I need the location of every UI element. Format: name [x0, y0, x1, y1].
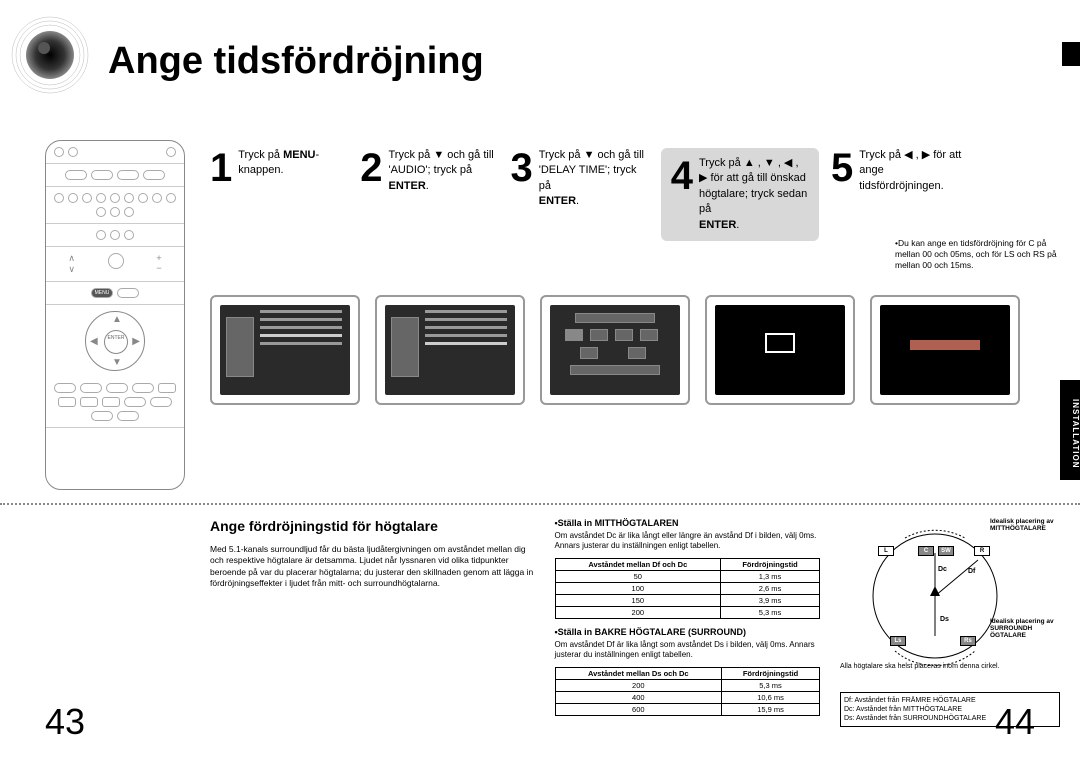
subsection-title: Ange fördröjningstid för högtalare	[210, 518, 535, 534]
step-5: 5 Tryck på ◀ , ▶ för att ange tidsfördrö…	[831, 148, 969, 241]
step-1: 1 Tryck på MENU-knappen.	[210, 148, 348, 241]
rear-speaker-heading: •Ställa in BAKRE HÖGTALARE (SURROUND)	[555, 627, 821, 637]
step-3: 3 Tryck på ▼ och gå till 'DELAY TIME'; t…	[511, 148, 649, 241]
table-header: Avståndet mellan Df och Dc	[555, 558, 721, 570]
step-text: Tryck på ▼ och gå till 'DELAY TIME'; try…	[539, 148, 649, 210]
step-2: 2 Tryck på ▼ och gå till 'AUDIO'; tryck …	[360, 148, 498, 241]
table-cell: 600	[555, 703, 722, 715]
speaker-swirl-icon	[0, 10, 100, 100]
table-cell: 10,6 ms	[722, 691, 820, 703]
table-cell: 400	[555, 691, 722, 703]
table-cell: 2,6 ms	[721, 582, 820, 594]
bottom-section: Ange fördröjningstid för högtalare Med 5…	[210, 518, 1060, 727]
speaker-L: L	[878, 546, 894, 556]
table-cell: 5,3 ms	[721, 606, 820, 618]
steps-row: 1 Tryck på MENU-knappen. 2 Tryck på ▼ oc…	[210, 148, 1060, 241]
step-4: 4 Tryck på ▲ , ▼ , ◀ , ▶ för att gå till…	[661, 148, 819, 241]
side-tab-installation: INSTALLATION	[1060, 380, 1080, 480]
circle-note: Alla högtalare ska helst placeras inom d…	[840, 663, 1060, 670]
table-header: Fördröjningstid	[721, 558, 820, 570]
tv-screens-row	[210, 295, 1070, 405]
step-number: 1	[210, 148, 232, 188]
step-text: Tryck på ◀ , ▶ för att ange tidsfördröjn…	[859, 148, 969, 194]
label-Ds: Ds	[940, 616, 949, 623]
label-Dc: Dc	[938, 566, 947, 573]
table-cell: 1,3 ms	[721, 570, 820, 582]
speaker-Ls: Ls	[890, 636, 906, 646]
table-header: Fördröjningstid	[722, 667, 820, 679]
tv-screen-4	[705, 295, 855, 405]
speaker-Rs: Rs	[960, 636, 976, 646]
bottom-right-column: L C SW R Ls Rs Dc Df Ds Idealisk placeri…	[840, 518, 1060, 727]
page-number-left: 43	[45, 701, 85, 743]
rear-speaker-text: Om avståndet Df är lika långt som avstån…	[555, 640, 821, 661]
divider-dots	[0, 503, 1080, 505]
tv-screen-1	[210, 295, 360, 405]
step-text: Tryck på ▲ , ▼ , ◀ , ▶ för att gå till ö…	[699, 156, 809, 233]
tv-screen-2	[375, 295, 525, 405]
center-delay-table: Avståndet mellan Df och Dc Fördröjningst…	[555, 558, 821, 619]
bottom-mid-column: •Ställa in MITTHÖGTALAREN Om avståndet D…	[555, 518, 821, 727]
step-text: Tryck på MENU-knappen.	[238, 148, 348, 179]
bottom-left-column: Ange fördröjningstid för högtalare Med 5…	[210, 518, 535, 727]
table-cell: 200	[555, 606, 721, 618]
speaker-placement-diagram: L C SW R Ls Rs Dc Df Ds Idealisk placeri…	[840, 518, 1060, 688]
label-Df: Df	[968, 568, 975, 575]
ideal-surround-label: Idealisk placering av SURROUNDH ÖGTALARE	[990, 618, 1060, 639]
table-cell: 3,9 ms	[721, 594, 820, 606]
page-number-right: 44	[995, 701, 1035, 743]
page-title: Ange tidsfördröjning	[108, 40, 484, 83]
step-number: 3	[511, 148, 533, 188]
table-cell: 50	[555, 570, 721, 582]
speaker-C: C	[918, 546, 934, 556]
ideal-center-label: Idealisk placering av MITTHÖGTALARE	[990, 518, 1060, 532]
step-number: 4	[671, 156, 693, 196]
table-header: Avståndet mellan Ds och Dc	[555, 667, 722, 679]
rear-delay-table: Avståndet mellan Ds och Dc Fördröjningst…	[555, 667, 821, 716]
center-speaker-text: Om avståndet Dc är lika långt eller läng…	[555, 531, 821, 552]
table-cell: 150	[555, 594, 721, 606]
table-cell: 100	[555, 582, 721, 594]
step-number: 2	[360, 148, 382, 188]
remote-control-illustration: ∧∨ +− MENU ▲ ▼ ◀ ▶ ENTER	[45, 140, 185, 490]
table-cell: 15,9 ms	[722, 703, 820, 715]
center-speaker-heading: •Ställa in MITTHÖGTALAREN	[555, 518, 821, 528]
tv-screen-3	[540, 295, 690, 405]
step-number: 5	[831, 148, 853, 188]
speaker-R: R	[974, 546, 990, 556]
table-cell: 5,3 ms	[722, 679, 820, 691]
page-marker	[1062, 42, 1080, 66]
body-text: Med 5.1-kanals surroundljud får du bästa…	[210, 544, 535, 590]
delay-range-note: •Du kan ange en tidsfördröjning för C på…	[895, 238, 1065, 271]
step-text: Tryck på ▼ och gå till 'AUDIO'; tryck på…	[389, 148, 499, 194]
speaker-SW: SW	[938, 546, 954, 556]
table-cell: 200	[555, 679, 722, 691]
tv-screen-5	[870, 295, 1020, 405]
